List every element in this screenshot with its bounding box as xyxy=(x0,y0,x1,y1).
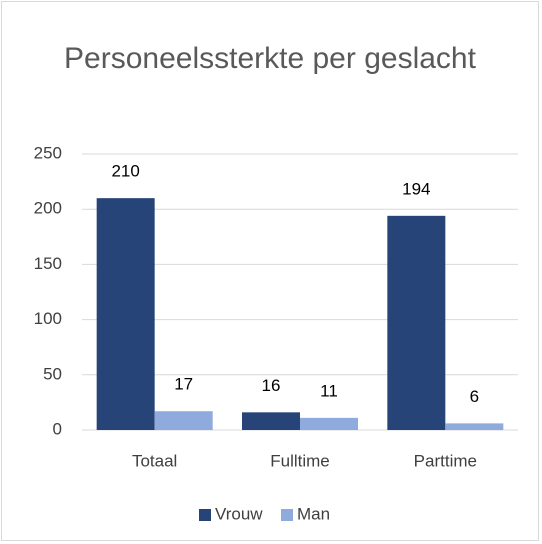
x-tick-label: Fulltime xyxy=(270,451,330,470)
y-tick-label: 250 xyxy=(34,143,62,162)
chart-title: Personeelssterkte per geslacht xyxy=(64,42,476,75)
y-tick-label: 0 xyxy=(53,419,62,438)
data-label: 194 xyxy=(402,179,430,198)
legend-swatch xyxy=(199,509,211,521)
legend-label: Vrouw xyxy=(215,504,263,523)
legend-swatch xyxy=(281,509,293,521)
bar xyxy=(445,423,504,430)
data-label: 11 xyxy=(320,381,338,400)
bar xyxy=(242,412,300,430)
bar xyxy=(300,417,358,430)
data-label: 6 xyxy=(470,387,479,406)
data-label: 17 xyxy=(174,375,193,394)
y-tick-label: 200 xyxy=(34,199,62,218)
x-tick-label: Parttime xyxy=(414,451,477,470)
bar xyxy=(96,198,155,430)
bar xyxy=(154,411,213,430)
bar xyxy=(387,215,446,430)
x-tick-label: Totaal xyxy=(132,451,177,470)
y-tick-label: 150 xyxy=(34,254,62,273)
y-tick-label: 100 xyxy=(34,309,62,328)
data-label: 16 xyxy=(262,376,281,395)
y-tick-label: 50 xyxy=(43,364,62,383)
legend-label: Man xyxy=(297,504,330,523)
data-label: 210 xyxy=(111,162,139,181)
